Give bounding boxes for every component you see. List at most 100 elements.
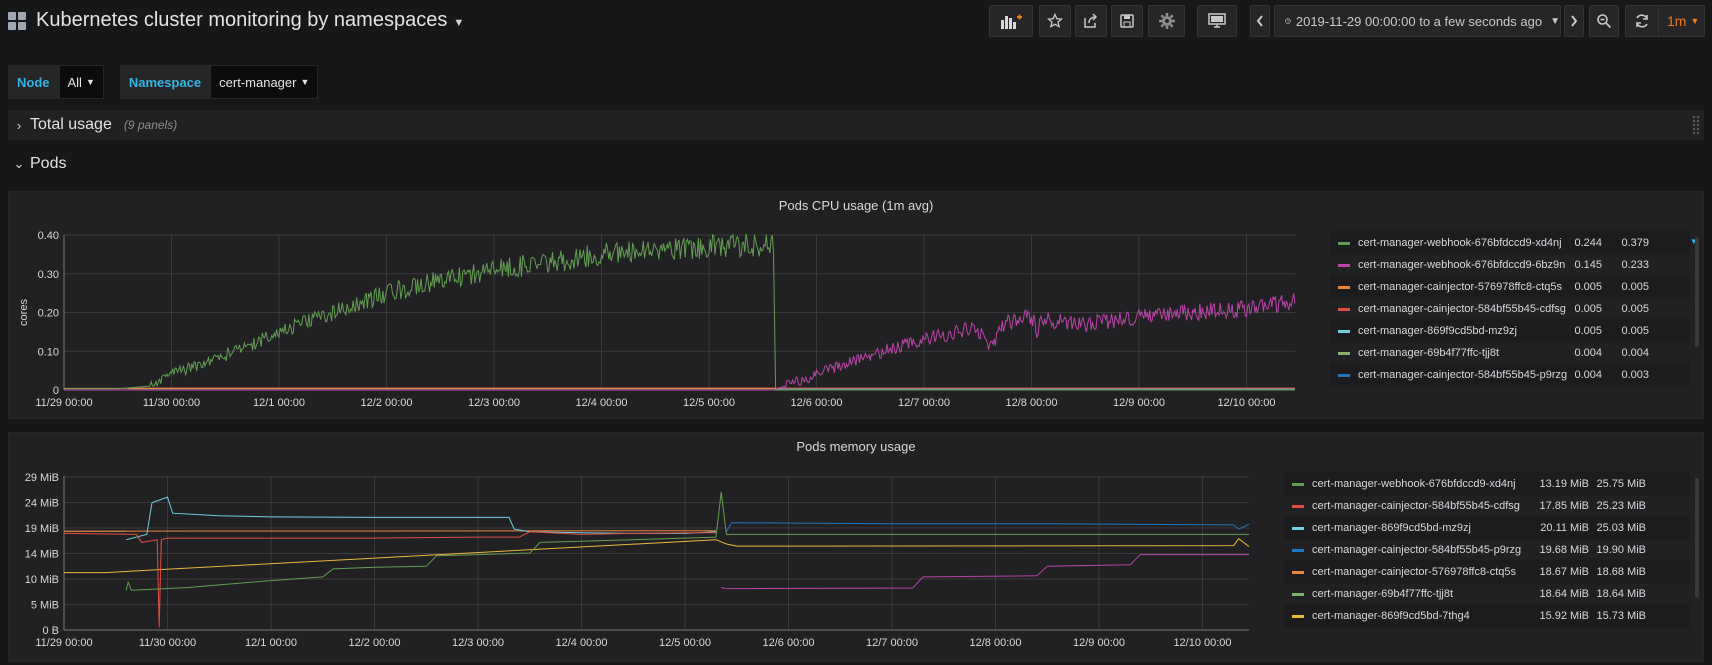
legend-row[interactable]: cert-manager-869f9cd5bd-mz9zj 0.005 0.005 <box>1330 319 1690 343</box>
legend-color-swatch[interactable] <box>1292 592 1304 596</box>
y-tick-label: 24 MiB <box>25 498 59 510</box>
variable-value-node: All <box>67 74 82 90</box>
dashboard-grid-icon[interactable] <box>8 12 26 30</box>
cpu-chart[interactable]: 0 0.10 0.20 0.30 0.40 11/29 00:00 11/30 00:00 1… <box>9 192 1319 420</box>
legend-series-name[interactable]: cert-manager-69b4f77ffc-tjj8t <box>1358 347 1500 359</box>
time-shift-back-button[interactable] <box>1250 5 1270 37</box>
legend-row[interactable]: cert-manager-cainjector-584bf55b45-p9rzg… <box>1284 538 1690 562</box>
legend-row[interactable]: cert-manager-cainjector-576978ffc8-ctq5s… <box>1284 560 1690 584</box>
legend-row[interactable]: cert-manager-webhook-676bfdccd9-xd4nj 0.2… <box>1330 231 1690 255</box>
save-icon <box>1120 14 1134 28</box>
x-tick-label: 11/30 00:00 <box>139 637 196 649</box>
legend-series-name[interactable]: cert-manager-cainjector-584bf55b45-p9rzg <box>1358 369 1568 381</box>
legend-series-name[interactable]: cert-manager-869f9cd5bd-mz9zj <box>1358 325 1517 337</box>
refresh-interval[interactable]: 1m <box>1667 13 1687 29</box>
variable-select-namespace[interactable]: cert-manager ▼ <box>210 65 319 99</box>
legend-color-swatch[interactable] <box>1338 329 1350 333</box>
row-panel-count: (9 panels) <box>123 118 178 132</box>
legend-series-name[interactable]: cert-manager-webhook-676bfdccd9-6bz9n <box>1358 259 1566 271</box>
memory-chart[interactable]: 0 B 5 MiB 10 MiB 14 MiB 19 MiB 24 MiB 29 MiB 11… <box>9 433 1273 663</box>
view-mode-button[interactable] <box>1197 5 1237 37</box>
legend-series-name[interactable]: cert-manager-webhook-676bfdccd9-xd4nj <box>1312 478 1516 490</box>
legend-series-name[interactable]: cert-manager-cainjector-584bf55b45-cdfsg <box>1358 303 1566 315</box>
legend-series-name[interactable]: cert-manager-cainjector-584bf55b45-cdfsg <box>1312 500 1520 512</box>
template-variables: Node All ▼ Namespace cert-manager ▼ <box>8 65 319 99</box>
legend-series-name[interactable]: cert-manager-cainjector-576978ffc8-ctq5s <box>1312 566 1517 578</box>
legend-row[interactable]: cert-manager-69b4f77ffc-tjj8t 18.64 MiB 18… <box>1284 582 1690 606</box>
legend-series-name[interactable]: cert-manager-869f9cd5bd-7thg4 <box>1312 610 1470 622</box>
monitor-icon <box>1208 13 1226 28</box>
legend-row[interactable]: cert-manager-webhook-676bfdccd9-6bz9n 0.1… <box>1330 253 1690 277</box>
variable-select-node[interactable]: All ▼ <box>58 65 104 99</box>
legend-color-swatch[interactable] <box>1292 504 1304 508</box>
series-line <box>64 233 1295 391</box>
legend-scrollbar[interactable] <box>1695 237 1699 347</box>
legend-series-name[interactable]: cert-manager-869f9cd5bd-mz9zj <box>1312 522 1471 534</box>
legend-color-swatch[interactable] <box>1292 482 1304 486</box>
legend-color-swatch[interactable] <box>1292 526 1304 530</box>
legend-avg-value: 0.004 <box>1574 347 1602 359</box>
legend-row[interactable]: cert-manager-cainjector-584bf55b45-cdfsg… <box>1284 494 1690 518</box>
legend-series-name[interactable]: cert-manager-69b4f77ffc-tjj8t <box>1312 588 1454 600</box>
legend-color-swatch[interactable] <box>1338 285 1350 289</box>
settings-button[interactable] <box>1148 5 1185 37</box>
legend-series-name[interactable]: cert-manager-cainjector-584bf55b45-p9rzg <box>1312 544 1522 556</box>
legend-current-value: 25.23 MiB <box>1596 500 1646 512</box>
legend-color-swatch[interactable] <box>1292 570 1304 574</box>
legend-color-swatch[interactable] <box>1338 307 1350 311</box>
time-shift-forward-button[interactable] <box>1564 5 1584 37</box>
legend-series-name[interactable]: cert-manager-cainjector-576978ffc8-ctq5s <box>1358 281 1563 293</box>
drag-handle-icon[interactable] <box>1692 115 1700 135</box>
zoom-out-button[interactable] <box>1589 5 1619 37</box>
legend-row[interactable]: cert-manager-cainjector-584bf55b45-cdfsg… <box>1330 297 1690 321</box>
legend-row[interactable]: cert-manager-cainjector-576978ffc8-ctq5s… <box>1330 275 1690 299</box>
x-tick-label: 12/10 00:00 <box>1217 397 1275 409</box>
row-pods[interactable]: ⌄ Pods <box>8 149 1704 179</box>
legend-row[interactable]: cert-manager-869f9cd5bd-7thg4 15.92 MiB 15… <box>1284 604 1690 628</box>
x-tick-label: 12/7 00:00 <box>898 397 950 409</box>
variable-spacer <box>104 65 120 99</box>
star-icon <box>1047 13 1063 28</box>
legend-color-swatch[interactable] <box>1338 241 1350 245</box>
legend-color-swatch[interactable] <box>1292 614 1304 618</box>
caret-down-icon: ▼ <box>85 77 95 87</box>
legend-row[interactable]: cert-manager-69b4f77ffc-tjj8t 0.004 0.004 <box>1330 341 1690 365</box>
legend-current-value: 0.005 <box>1621 325 1649 337</box>
panel-title[interactable]: Pods CPU usage (1m avg) <box>778 198 934 213</box>
legend-row[interactable]: cert-manager-869f9cd5bd-mz9zj 20.11 MiB 25… <box>1284 516 1690 540</box>
legend-color-swatch[interactable] <box>1338 373 1350 377</box>
legend-avg-value: 0.145 <box>1574 259 1602 271</box>
legend-current-value: 18.68 MiB <box>1596 566 1646 578</box>
dashboard-title[interactable]: Kubernetes cluster monitoring by namespa… <box>36 9 464 32</box>
legend-avg-value: 0.005 <box>1574 303 1602 315</box>
series-line <box>63 530 717 532</box>
panel-pods-cpu-usage: Pods CPU usage (1m avg) 0 0.10 0.20 0.30 0.4… <box>8 191 1704 419</box>
panel-title[interactable]: Pods memory usage <box>796 439 916 454</box>
legend-scrollbar[interactable] <box>1695 478 1699 598</box>
x-tick-label: 12/6 00:00 <box>791 397 843 409</box>
legend-avg-value: 19.68 MiB <box>1539 544 1589 556</box>
row-total-usage[interactable]: › Total usage (9 panels) <box>8 110 1704 140</box>
chevron-right-icon: › <box>16 117 22 133</box>
refresh-button[interactable]: 1m ▼ <box>1625 5 1705 37</box>
y-tick-label: 0.20 <box>38 308 59 320</box>
share-button[interactable] <box>1075 5 1107 37</box>
variable-label-node: Node <box>8 65 59 99</box>
add-panel-button[interactable] <box>989 5 1033 37</box>
x-tick-label: 12/9 00:00 <box>1113 397 1165 409</box>
legend-row[interactable]: cert-manager-webhook-676bfdccd9-xd4nj 13.… <box>1284 472 1690 496</box>
time-range-picker[interactable]: 2019-11-29 00:00:00 to a few seconds ago… <box>1274 5 1561 37</box>
series-line <box>721 554 1250 590</box>
caret-down-icon: ▼ <box>1550 15 1560 27</box>
star-button[interactable] <box>1039 5 1071 37</box>
legend-series-name[interactable]: cert-manager-webhook-676bfdccd9-xd4nj <box>1358 237 1562 249</box>
y-tick-label: 14 MiB <box>25 549 59 561</box>
legend-color-swatch[interactable] <box>1338 263 1350 267</box>
chevron-down-icon: ⌄ <box>13 156 25 171</box>
variable-value-namespace: cert-manager <box>219 74 297 90</box>
chevron-right-icon <box>1571 15 1578 27</box>
legend-color-swatch[interactable] <box>1292 548 1304 552</box>
legend-color-swatch[interactable] <box>1338 351 1350 355</box>
save-button[interactable] <box>1111 5 1143 37</box>
legend-row[interactable]: cert-manager-cainjector-584bf55b45-p9rzg… <box>1330 363 1690 387</box>
